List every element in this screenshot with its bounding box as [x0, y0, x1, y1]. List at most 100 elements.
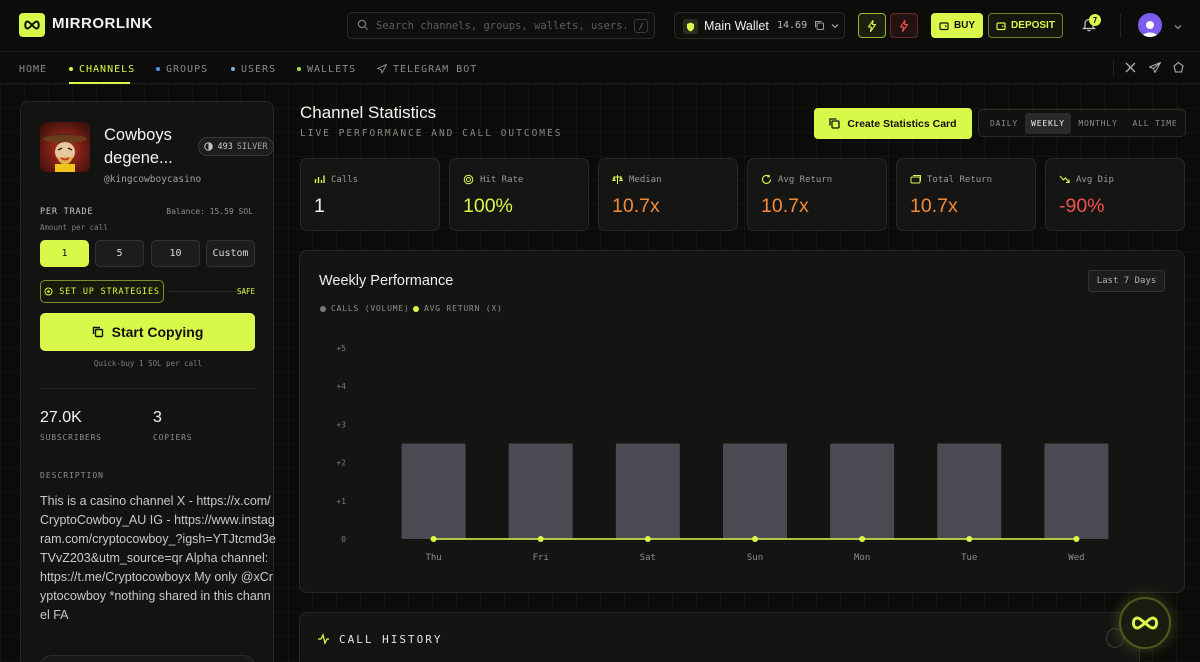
y-tick-label: 0	[341, 535, 346, 544]
range-selector[interactable]: Last 7 Days	[1088, 270, 1165, 292]
start-copying-button[interactable]: Start Copying	[40, 313, 255, 351]
bar-tue	[937, 443, 1002, 539]
stat-card-label: Median	[612, 174, 662, 185]
send-icon	[377, 64, 387, 74]
period-weekly[interactable]: WEEKLY	[1025, 113, 1071, 134]
x-tick-label: Sun	[747, 553, 763, 563]
wallet-icon	[996, 21, 1006, 30]
lightning-icon	[899, 19, 909, 32]
apps-icon[interactable]	[1173, 62, 1184, 73]
amount-label: Amount per call	[40, 223, 108, 232]
create-statistics-card-button[interactable]: Create Statistics Card	[814, 108, 972, 139]
channel-handle[interactable]: @kingcowboycasino	[104, 174, 202, 185]
x-tick-label: Mon	[854, 553, 870, 563]
stat-card-value: 100%	[463, 195, 513, 217]
stat-card-value: 10.7x	[761, 195, 809, 217]
search-input[interactable]	[376, 17, 626, 35]
stat-card-label: Avg Return	[761, 174, 832, 185]
chevron-down-icon[interactable]	[830, 21, 840, 31]
bar-sat	[615, 443, 680, 539]
wallet-icon	[939, 21, 949, 30]
x-twitter-icon[interactable]	[1125, 62, 1136, 73]
nav-item-wallets[interactable]: WALLETS	[297, 62, 356, 76]
user-icon	[1142, 21, 1158, 37]
lightning-icon	[867, 19, 877, 32]
deposit-button[interactable]: DEPOSIT	[988, 13, 1063, 38]
amount-option-10[interactable]: 10	[151, 240, 200, 267]
refresh-icon	[762, 174, 772, 184]
nav-label: TELEGRAM BOT	[393, 63, 478, 75]
nav-dot	[156, 67, 160, 71]
deposit-label: DEPOSIT	[1011, 20, 1055, 31]
amount-option-5[interactable]: 5	[95, 240, 144, 267]
period-all-time[interactable]: ALL TIME	[1132, 119, 1178, 128]
safe-label: SAFE	[237, 287, 256, 296]
per-trade-label: PER TRADE	[40, 207, 94, 217]
avatar[interactable]	[1138, 13, 1162, 37]
legend-swatch	[413, 305, 419, 312]
buy-label: BUY	[953, 20, 976, 31]
stat-label-text: Avg Return	[778, 174, 833, 185]
stat-card-avg-dip: Avg Dip -90%	[1045, 158, 1185, 231]
nav-item-home[interactable]: HOME	[19, 62, 47, 76]
amount-option-custom[interactable]: Custom	[206, 240, 255, 267]
buy-button[interactable]: BUY	[931, 13, 983, 38]
legend-avg-return: AVG RETURN (X)	[413, 304, 503, 313]
telegram-icon[interactable]	[1149, 62, 1161, 73]
stat-label-text: Avg Dip	[1076, 174, 1114, 185]
badge-count: 493	[217, 141, 233, 152]
nav-item-groups[interactable]: GROUPS	[156, 62, 208, 76]
nav-item-users[interactable]: USERS	[231, 62, 276, 76]
bar-thu	[401, 443, 466, 539]
nav-divider	[1113, 60, 1114, 76]
wallet-balance: 14.69	[777, 20, 808, 31]
copy-icon[interactable]	[814, 20, 825, 31]
nav-label: HOME	[19, 63, 48, 75]
description-label: DESCRIPTION	[40, 471, 104, 480]
y-tick-label: +3	[336, 420, 346, 429]
top-header: MIRRORLINK / Main Wallet 14.69 BUY DEPOS…	[0, 0, 1200, 52]
stat-card-label: Hit Rate	[463, 174, 523, 185]
stat-card-total-return: Total Return 10.7x	[896, 158, 1036, 231]
stat-card-avg-return: Avg Return 10.7x	[747, 158, 887, 231]
period-selector: DAILY WEEKLY MONTHLY ALL TIME	[978, 109, 1186, 137]
avg-return-point-wed	[1073, 536, 1080, 542]
gear-icon	[44, 287, 53, 296]
chevron-down-icon[interactable]	[1173, 22, 1183, 32]
call-history-panel: CALL HISTORY	[299, 612, 1140, 662]
period-daily[interactable]: DAILY	[989, 119, 1019, 128]
stat-label-text: Total Return	[927, 174, 993, 185]
chart-title: Weekly Performance	[319, 273, 454, 289]
period-monthly[interactable]: MONTHLY	[1078, 119, 1118, 128]
wallet-selector[interactable]: Main Wallet 14.69	[674, 12, 845, 39]
panel-bottom-button[interactable]	[40, 655, 255, 662]
main-nav: HOME CHANNELS GROUPS USERS WALLETS TELEG…	[0, 52, 1200, 84]
mirrorlink-fab-button[interactable]	[1119, 597, 1171, 649]
logo-icon[interactable]	[19, 13, 45, 37]
header-divider	[1120, 14, 1121, 38]
legend-label: AVG RETURN (X)	[424, 304, 503, 313]
x-tick-label: Fri	[533, 553, 549, 563]
amount-option-1[interactable]: 1	[40, 240, 89, 267]
strategies-label: SET UP STRATEGIES	[59, 286, 160, 297]
avg-return-point-thu	[430, 536, 437, 542]
nav-item-channels[interactable]: CHANNELS	[69, 62, 135, 76]
channel-title: Cowboys degene...	[104, 126, 173, 167]
quick-buy-bolt-button[interactable]	[858, 13, 886, 38]
wallet-name: Main Wallet	[704, 19, 769, 33]
badge-tier: SILVER	[236, 141, 268, 152]
coin-icon	[204, 142, 214, 151]
search-box[interactable]: /	[347, 12, 655, 39]
quick-sell-bolt-button[interactable]	[890, 13, 918, 38]
setup-strategies-button[interactable]: SET UP STRATEGIES	[40, 280, 164, 303]
weekly-performance-panel: Weekly Performance Last 7 Days CALLS (VO…	[299, 250, 1185, 593]
scale-icon	[612, 175, 623, 184]
search-shortcut: /	[634, 19, 648, 33]
nav-item-telegram-bot[interactable]: TELEGRAM BOT	[377, 62, 477, 76]
brand-name[interactable]: MIRRORLINK	[52, 15, 153, 32]
trend-down-icon	[1059, 175, 1070, 184]
bar-chart-icon	[314, 175, 325, 183]
copy-icon	[92, 326, 103, 338]
stat-card-value: 10.7x	[910, 195, 958, 217]
subscribers-value: 27.0K	[40, 409, 82, 426]
